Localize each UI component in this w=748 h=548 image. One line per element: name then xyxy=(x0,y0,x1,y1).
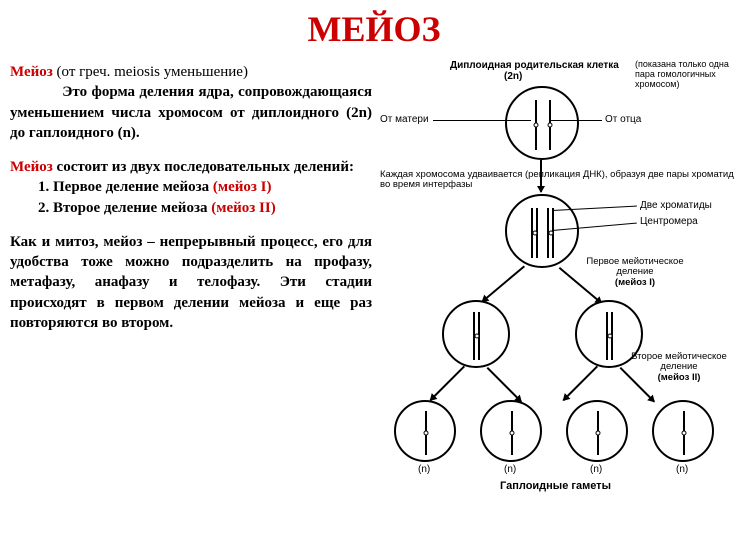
cell-gamete-4 xyxy=(652,400,714,462)
arrow-diag-icon xyxy=(563,366,598,401)
centromere-icon xyxy=(424,431,429,436)
label-gametes: Гаплоидные гаметы xyxy=(500,480,611,492)
cell-replicated xyxy=(505,194,579,268)
label-n-3: (n) xyxy=(590,464,602,475)
para1-lead: Мейоз xyxy=(10,64,53,80)
para2-rest: состоит из двух последовательных делений… xyxy=(53,159,354,175)
label-replication: Каждая хромосома удваивается (репликация… xyxy=(380,170,738,191)
para-1: Мейоз (от греч. meiosis уменьшение) Это … xyxy=(10,62,372,143)
diagram: Диплоидная родительская клетка (2n) (пок… xyxy=(380,62,738,347)
label-n-2: (n) xyxy=(504,464,516,475)
centromere-icon xyxy=(532,231,537,236)
leader-father xyxy=(550,120,602,121)
label-n-1: (n) xyxy=(418,464,430,475)
centromere-icon xyxy=(596,431,601,436)
arrow-down-icon xyxy=(541,160,543,192)
centromere-icon xyxy=(510,431,515,436)
cell-meiosis1-left xyxy=(442,300,510,368)
para1-body: Это форма деления ядра, сопровождающаяся… xyxy=(10,84,372,141)
label-from-father: От отца xyxy=(605,114,641,125)
cell-gamete-1 xyxy=(394,400,456,462)
cell-gamete-2 xyxy=(480,400,542,462)
arrow-diag-icon xyxy=(482,266,525,303)
centromere-icon xyxy=(682,431,687,436)
item2-b: (мейоз II) xyxy=(211,200,275,216)
para-2: Мейоз состоит из двух последовательных д… xyxy=(10,157,372,218)
cell-gamete-3 xyxy=(566,400,628,462)
item2-a: 2. Второе деление мейоза xyxy=(38,200,211,216)
cell-parent xyxy=(505,86,579,160)
para2-lead: Мейоз xyxy=(10,159,53,175)
item2: 2. Второе деление мейоза (мейоз II) xyxy=(10,200,276,216)
centromere-icon xyxy=(548,231,553,236)
label-two-chromatids: Две хроматиды xyxy=(640,200,712,211)
item1-b: (мейоз I) xyxy=(213,179,272,195)
item1-a: 1. Первое деление мейоза xyxy=(38,179,213,195)
label-division2: Второе мейотическое деление(мейоз II) xyxy=(620,352,738,383)
label-n-4: (n) xyxy=(676,464,688,475)
label-homolog-note: (показана только одна пара гомологичных … xyxy=(635,60,735,90)
centromere-icon xyxy=(607,334,612,339)
label-parent-cell: Диплоидная родительская клетка (2n) xyxy=(450,60,619,82)
item1: 1. Первое деление мейоза (мейоз I) xyxy=(10,179,272,195)
para-3: Как и митоз, мейоз – непрерывный процесс… xyxy=(10,232,372,333)
label-division1: Первое мейотическое деление(мейоз I) xyxy=(575,257,695,288)
text-column: Мейоз (от греч. meiosis уменьшение) Это … xyxy=(10,62,380,347)
label-centromere: Центромера xyxy=(640,216,698,227)
label-from-mother: От матери xyxy=(380,114,429,125)
arrow-diag-icon xyxy=(487,367,522,402)
centromere-icon xyxy=(548,123,553,128)
centromere-icon xyxy=(534,123,539,128)
content-wrapper: Мейоз (от греч. meiosis уменьшение) Это … xyxy=(0,62,748,347)
para1-rest: (от греч. meiosis уменьшение) xyxy=(53,64,248,80)
arrow-diag-icon xyxy=(430,366,465,401)
leader-mother xyxy=(433,120,531,121)
page-title: МЕЙОЗ xyxy=(0,8,748,50)
centromere-icon xyxy=(474,334,479,339)
